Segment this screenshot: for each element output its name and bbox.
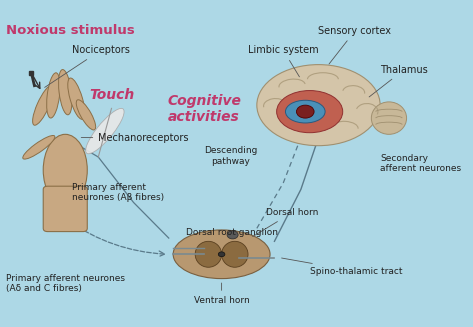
Text: Nociceptors: Nociceptors <box>44 45 130 87</box>
Text: Primary afferent
neurones (Aβ fibres): Primary afferent neurones (Aβ fibres) <box>72 183 164 202</box>
Text: Secondary
afferent neurones: Secondary afferent neurones <box>380 154 461 173</box>
Ellipse shape <box>23 135 55 159</box>
Text: Cognitive
activities: Cognitive activities <box>167 94 241 124</box>
Text: Sensory cortex: Sensory cortex <box>318 26 392 64</box>
Text: Dorsal horn: Dorsal horn <box>253 208 318 237</box>
Text: Thalamus: Thalamus <box>369 65 428 97</box>
Ellipse shape <box>227 231 238 239</box>
Ellipse shape <box>43 134 88 206</box>
Text: Spino-thalamic tract: Spino-thalamic tract <box>281 258 402 276</box>
Text: Dorsal root ganglion: Dorsal root ganglion <box>186 228 279 237</box>
Ellipse shape <box>173 230 270 279</box>
Ellipse shape <box>277 91 343 133</box>
Text: Primary afferent neurones
(Aδ and C fibres): Primary afferent neurones (Aδ and C fibr… <box>6 274 125 293</box>
Text: Ventral horn: Ventral horn <box>194 283 249 305</box>
Ellipse shape <box>59 70 72 115</box>
Text: Noxious stimulus: Noxious stimulus <box>6 24 134 37</box>
Ellipse shape <box>221 241 248 267</box>
Ellipse shape <box>68 78 85 119</box>
Ellipse shape <box>86 108 124 154</box>
Ellipse shape <box>219 252 225 257</box>
Text: Limbic system: Limbic system <box>248 45 319 77</box>
Ellipse shape <box>195 241 221 267</box>
FancyBboxPatch shape <box>43 186 88 232</box>
Ellipse shape <box>297 105 314 118</box>
Ellipse shape <box>47 73 60 118</box>
Ellipse shape <box>76 100 96 130</box>
Text: Descending
pathway: Descending pathway <box>204 146 257 165</box>
Ellipse shape <box>33 85 54 125</box>
Ellipse shape <box>257 65 380 146</box>
Text: Touch: Touch <box>89 88 135 102</box>
Text: Mechanoreceptors: Mechanoreceptors <box>81 133 189 143</box>
Ellipse shape <box>286 100 325 123</box>
Ellipse shape <box>371 102 407 134</box>
